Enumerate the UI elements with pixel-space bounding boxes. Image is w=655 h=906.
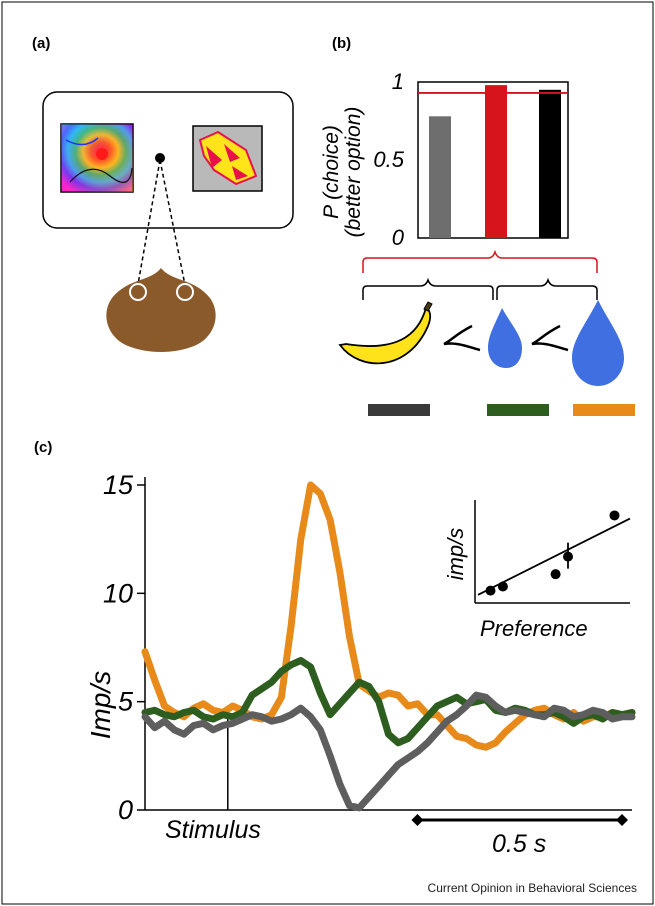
inset-xlabel: Preference <box>480 616 588 641</box>
panel-label-c: (c) <box>34 439 52 456</box>
gaze-line-right <box>159 159 187 291</box>
panel-b-ytick-label: 1 <box>392 69 404 94</box>
scale-bar-label: 0.5 s <box>492 830 546 858</box>
panel-c-ytick-label: 5 <box>118 687 134 717</box>
panel-label-a: (a) <box>32 35 50 52</box>
inset-point-3 <box>563 551 573 562</box>
right-stimulus-image <box>192 125 263 192</box>
bar-1 <box>485 85 507 239</box>
legend-swatch-2 <box>573 404 635 416</box>
fixation-point <box>155 153 165 163</box>
panel-c-ylabel: Imp/s <box>85 671 116 739</box>
legend-swatch-0 <box>368 404 430 416</box>
preference-braces <box>362 249 598 300</box>
bar-0 <box>429 116 451 238</box>
less-than-symbol-2 <box>531 324 569 352</box>
banana-icon <box>338 301 433 365</box>
legend-swatch-1 <box>487 404 549 416</box>
left-stimulus-image <box>60 123 134 193</box>
panel-c-ytick-label: 15 <box>103 470 134 500</box>
panel-b-ytick-label: 0 <box>392 225 405 250</box>
panel-c-ytick-label: 0 <box>118 795 133 825</box>
monkey-eye-right <box>176 283 194 301</box>
series-line-2 <box>141 691 636 812</box>
black-brace-right <box>496 277 598 300</box>
monkey-head <box>106 268 216 352</box>
legend-swatches <box>368 404 635 416</box>
panel-label-b: (b) <box>332 35 351 52</box>
inset-ylabel: imp/s <box>443 528 468 581</box>
gaze-line-left <box>136 159 161 291</box>
panel-b-ytick-label: 0.5 <box>373 147 404 172</box>
monkey-eye-left <box>129 283 147 301</box>
credit-line: Current Opinion in Behavioral Sciences <box>428 881 637 895</box>
panel-c-line-chart: 0 5 10 15 <box>103 470 636 826</box>
scale-bar-end-right <box>616 814 628 826</box>
red-brace <box>362 249 598 273</box>
panel-b-bar-chart: 00.51 <box>373 69 569 250</box>
inset-point-4 <box>609 510 620 521</box>
stimulus-label: Stimulus <box>165 816 261 844</box>
large-water-drop-icon <box>572 300 624 386</box>
black-brace-left <box>362 277 494 300</box>
panel-b-ylabel-line2: (better option) <box>342 107 365 238</box>
small-water-drop-icon <box>488 308 522 368</box>
bar-2 <box>539 89 561 238</box>
panel-a-illustration <box>42 91 294 352</box>
inset-point-0 <box>485 585 496 596</box>
scale-bar-end-left <box>411 814 424 826</box>
preference-inset <box>474 500 631 604</box>
inset-point-2 <box>550 569 561 580</box>
inset-point-1 <box>497 581 508 592</box>
less-than-symbol-1 <box>443 324 481 352</box>
panel-c-ytick-label: 10 <box>103 578 133 608</box>
panel-b-ylabel-line1: P (choice) <box>320 125 343 219</box>
